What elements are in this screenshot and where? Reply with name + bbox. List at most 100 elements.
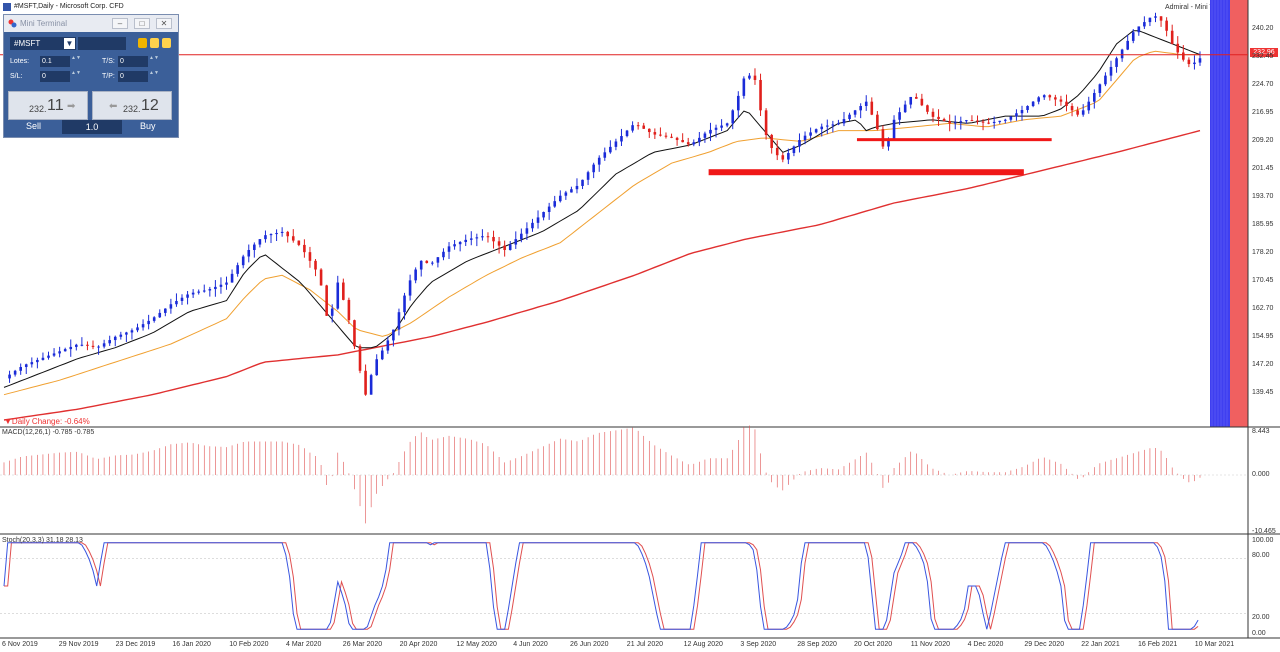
candle-body	[303, 244, 306, 253]
candle-body	[703, 133, 707, 138]
date-tick: 4 Mar 2020	[286, 641, 322, 648]
candle-body	[208, 289, 212, 291]
tp-label: T/P:	[102, 73, 115, 80]
candle-body	[1048, 95, 1052, 98]
candle-body	[681, 140, 684, 143]
symbol-extra-field[interactable]	[78, 37, 126, 50]
candle-body	[714, 127, 718, 130]
date-tick: 4 Dec 2020	[967, 641, 1004, 648]
date-tick: 26 Jun 2020	[570, 641, 609, 648]
candle-body	[75, 344, 78, 347]
candle-body	[725, 123, 729, 126]
candle-body	[180, 297, 184, 301]
candle-body	[86, 344, 89, 346]
candle-body	[736, 95, 740, 111]
tp-field[interactable]: 0	[118, 71, 148, 82]
candle-body	[520, 233, 523, 240]
price-tick: 139.45	[1252, 389, 1274, 397]
candle-body	[41, 357, 45, 360]
candle-body	[275, 232, 278, 235]
lots-field[interactable]: 0.1	[40, 56, 70, 67]
buy-price-big: 12	[141, 97, 159, 114]
date-tick: 20 Oct 2020	[854, 641, 893, 648]
buy-price-button[interactable]: ⬅ 232. 12	[92, 91, 172, 120]
candle-body	[202, 290, 206, 292]
candle-body	[380, 350, 384, 360]
candle-body	[108, 340, 111, 344]
candle-body	[798, 140, 801, 147]
date-tick: 4 Jun 2020	[513, 641, 548, 648]
candle-body	[1104, 75, 1107, 85]
stoch-tick: 20.00	[1252, 614, 1270, 621]
maximize-button[interactable]: □	[134, 18, 150, 29]
date-tick: 28 Sep 2020	[797, 641, 837, 648]
candle-body	[781, 155, 785, 160]
candle-body	[942, 119, 946, 122]
sell-button[interactable]: Sell	[26, 121, 42, 131]
sl-field[interactable]: 0	[40, 71, 70, 82]
candle-body	[47, 355, 50, 358]
date-tick: 6 Nov 2019	[2, 641, 38, 648]
candle-body	[953, 122, 957, 124]
mini-terminal-title: Mini Terminal	[20, 19, 67, 28]
candle-body	[592, 164, 595, 173]
close-button[interactable]: ✕	[156, 18, 172, 29]
candle-body	[1098, 84, 1102, 93]
candle-body	[614, 141, 618, 147]
ts-field[interactable]: 0	[118, 56, 148, 67]
candle-body	[864, 101, 868, 107]
sell-price-button[interactable]: 232. 11 ➡	[8, 91, 88, 120]
candle-body	[1087, 101, 1091, 111]
lock-icon[interactable]	[138, 38, 147, 48]
candle-body	[1009, 116, 1013, 120]
candle-body	[1020, 109, 1024, 114]
candle-body	[992, 121, 996, 124]
candle-body	[458, 242, 462, 245]
candle-body	[403, 295, 406, 313]
ts-stepper[interactable]: ▲▼	[149, 55, 159, 61]
candle-body	[1187, 59, 1191, 65]
candle-body	[1076, 110, 1079, 115]
candle-body	[898, 112, 901, 120]
mini-terminal[interactable]: Mini Terminal – □ ✕ #MSFT ▼ Lotes: 0.1 ▲…	[3, 14, 179, 138]
tp-stepper[interactable]: ▲▼	[149, 70, 159, 76]
candle-body	[97, 346, 100, 348]
terminal-icon	[8, 19, 17, 28]
mini-terminal-header[interactable]: Mini Terminal – □ ✕	[4, 15, 178, 32]
candle-body	[508, 244, 512, 250]
buy-button[interactable]: Buy	[140, 121, 156, 131]
date-tick: 10 Feb 2020	[229, 641, 269, 648]
settings-icon[interactable]	[150, 38, 159, 48]
candle-body	[236, 265, 239, 274]
candle-body	[80, 344, 84, 346]
minimize-button[interactable]: –	[112, 18, 128, 29]
symbol-select[interactable]: #MSFT ▼	[10, 37, 76, 50]
info-icon[interactable]	[162, 38, 171, 48]
support-zone-lower	[708, 169, 1024, 176]
volume-field[interactable]: 1.0	[62, 120, 122, 134]
candle-body	[330, 308, 334, 316]
candle-body	[19, 367, 22, 371]
sl-stepper[interactable]: ▲▼	[71, 70, 81, 76]
price-tick: 232.45	[1252, 52, 1274, 60]
symbol-value: #MSFT	[14, 39, 41, 48]
candle-body	[1165, 20, 1168, 31]
date-tick: 21 Jul 2020	[626, 641, 663, 648]
candle-body	[469, 238, 473, 240]
future-band-red	[1230, 0, 1248, 427]
chevron-down-icon[interactable]: ▼	[64, 38, 75, 49]
candle-body	[119, 334, 123, 337]
stoch-k-line	[3, 542, 1199, 630]
lots-stepper[interactable]: ▲▼	[71, 55, 81, 61]
sell-price-big: 11	[47, 97, 64, 114]
date-tick: 16 Feb 2021	[1138, 641, 1178, 648]
current-price-tag: 232.96	[1250, 48, 1278, 57]
candle-body	[264, 235, 267, 240]
candle-body	[636, 125, 640, 127]
date-tick: 3 Sep 2020	[740, 641, 777, 648]
candle-body	[1059, 99, 1063, 102]
sl-label: S/L:	[10, 73, 23, 80]
sma200-line	[3, 129, 1201, 421]
candle-body	[770, 134, 773, 148]
